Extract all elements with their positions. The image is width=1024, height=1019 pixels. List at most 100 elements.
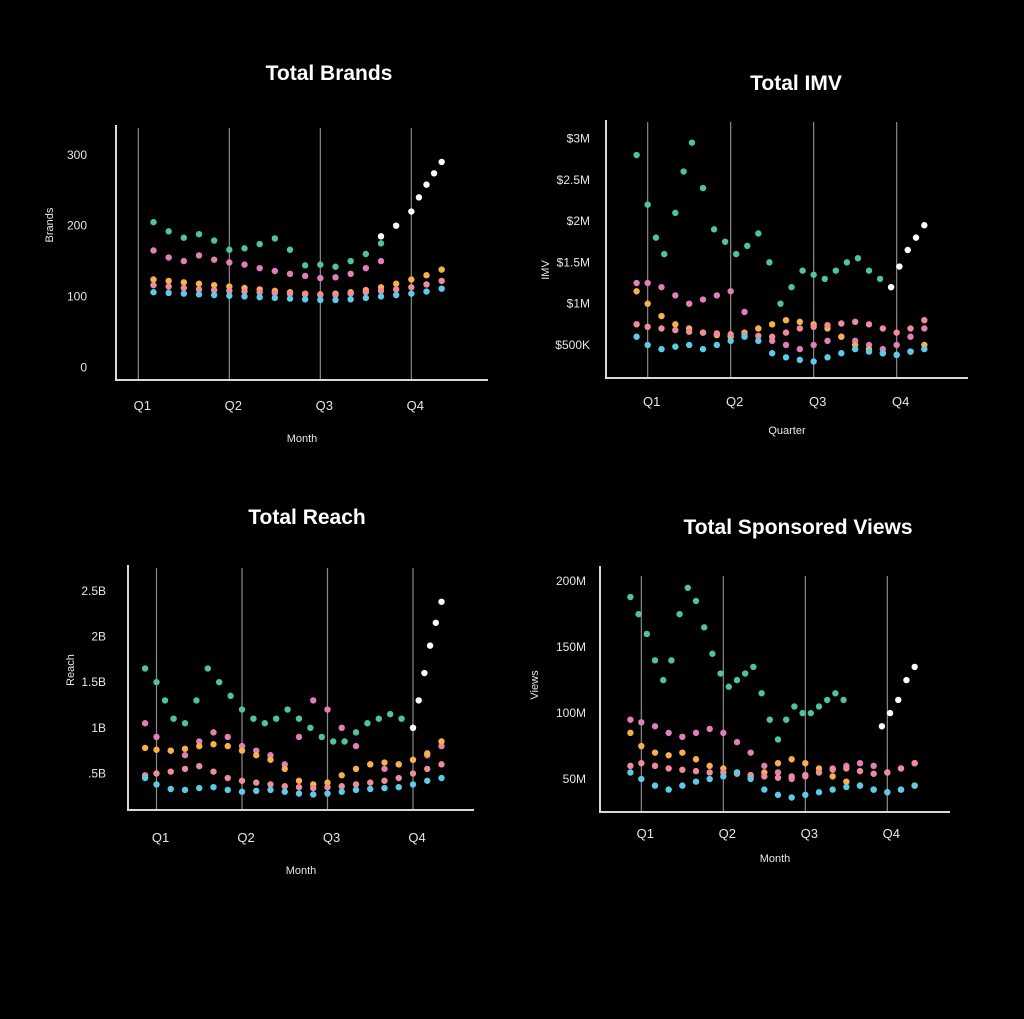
chart-svg: 0 100 200 300 Q1 Q2 Q3 Q4 Month Brands (44, 125, 488, 445)
data-series (377, 158, 445, 240)
data-series (150, 266, 445, 298)
data-point (907, 348, 914, 355)
data-point (633, 288, 640, 295)
data-point (256, 264, 263, 272)
data-point (706, 775, 713, 783)
data-point (281, 761, 288, 768)
data-series (141, 738, 445, 788)
data-point (377, 293, 385, 300)
data-point (747, 749, 754, 756)
data-point (777, 300, 784, 307)
data-point (317, 261, 324, 268)
data-point (921, 345, 928, 353)
data-point (713, 341, 721, 349)
data-point (150, 218, 157, 226)
data-point (897, 765, 905, 772)
data-point (253, 779, 260, 786)
data-series (150, 247, 385, 282)
data-point (423, 272, 430, 279)
data-point (911, 760, 918, 767)
data-point (181, 765, 189, 773)
data-point (295, 777, 303, 784)
data-point (286, 295, 294, 302)
data-point (652, 234, 660, 241)
data-point (717, 670, 724, 677)
data-point (165, 289, 172, 297)
data-point (367, 779, 374, 786)
data-point (796, 345, 804, 353)
data-point (876, 275, 884, 283)
data-point (271, 294, 279, 302)
data-point (226, 246, 233, 253)
data-point (347, 270, 354, 278)
data-point (685, 300, 693, 307)
data-point (301, 291, 309, 298)
data-point (665, 786, 672, 793)
data-point (727, 337, 734, 345)
data-point (799, 709, 806, 717)
data-point (381, 765, 388, 773)
data-point (310, 697, 317, 704)
data-point (352, 729, 360, 736)
data-point (210, 256, 218, 263)
data-point (438, 742, 445, 750)
data-point (424, 750, 431, 757)
data-point (706, 769, 713, 776)
data-point (301, 272, 309, 280)
data-point (907, 333, 914, 340)
data-point (267, 781, 274, 788)
data-point (347, 257, 354, 265)
data-point (141, 744, 149, 752)
data-point (196, 784, 203, 792)
data-point (838, 320, 845, 327)
data-point (193, 697, 200, 704)
data-point (658, 312, 665, 320)
data-point (879, 325, 887, 332)
data-series (141, 761, 445, 792)
data-point (635, 610, 642, 618)
chart-svg: $500K $1M $1.5M $2M $2.5M $3M Q1 Q2 Q3 Q4 Quarter I… (540, 120, 968, 437)
data-point (224, 786, 231, 794)
data-point (895, 696, 902, 704)
data-point (256, 293, 263, 301)
data-point (377, 240, 385, 247)
y-tick-label: $2M (567, 214, 590, 228)
data-point (267, 752, 274, 759)
data-point (195, 230, 203, 238)
data-point (791, 703, 798, 710)
data-point (672, 209, 679, 217)
y-tick-label: $2.5M (557, 173, 590, 187)
data-point (679, 733, 686, 741)
data-series (878, 663, 918, 730)
data-point (238, 706, 246, 713)
data-point (644, 201, 651, 208)
y-tick-label: 0 (80, 360, 87, 374)
y-tick-label: 1B (91, 721, 106, 735)
data-point (782, 354, 790, 361)
x-tick-label: Q1 (637, 826, 654, 841)
data-point (324, 706, 331, 713)
data-point (381, 759, 388, 766)
data-point (153, 746, 160, 753)
x-axis-label: Month (286, 865, 317, 877)
data-point (665, 765, 672, 772)
data-point (241, 245, 248, 252)
data-point (392, 222, 400, 229)
data-point (851, 345, 859, 353)
data-point (409, 724, 417, 732)
data-point (824, 321, 831, 329)
data-point (195, 252, 203, 259)
y-axis-label: Reach (65, 654, 77, 686)
data-point (317, 291, 324, 299)
data-point (238, 742, 246, 750)
data-point (392, 286, 400, 293)
data-point (699, 296, 707, 303)
data-point (338, 788, 345, 795)
data-point (318, 733, 325, 741)
data-point (627, 593, 634, 601)
data-point (802, 771, 809, 779)
data-point (364, 720, 371, 727)
chart-title: Total Sponsored Views (683, 516, 913, 539)
x-tick-label: Q4 (883, 826, 900, 841)
data-point (921, 222, 928, 229)
